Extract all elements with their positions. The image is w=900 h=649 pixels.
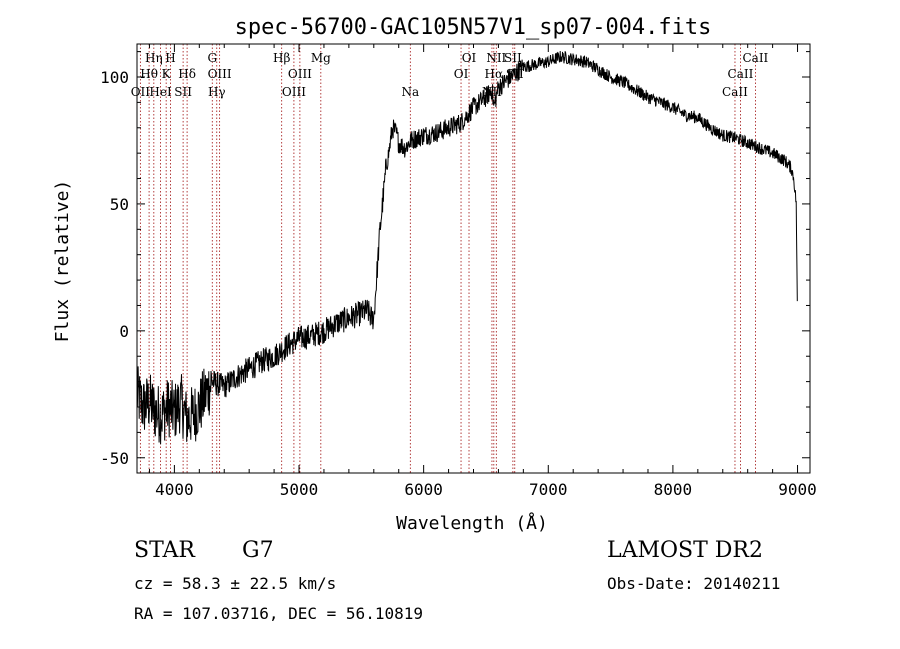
object-class: STAR: [134, 538, 195, 563]
observation-date: Obs-Date: 20140211: [607, 574, 781, 593]
spectrum-series-line: [136, 50, 798, 445]
y-tick-label: -50: [100, 449, 129, 468]
line-label: H: [165, 51, 175, 65]
y-tick-label: 100: [100, 68, 129, 87]
object-subclass: G7: [242, 538, 274, 563]
x-tick-label: 5000: [280, 480, 319, 499]
x-tick-label: 6000: [404, 480, 443, 499]
x-tick-label: 9000: [778, 480, 817, 499]
line-label: Hη: [145, 51, 163, 65]
x-tick-label: 4000: [155, 480, 194, 499]
line-label: OIII: [282, 85, 306, 99]
x-axis: 4000 5000 6000 7000 8000 9000: [148, 44, 817, 499]
y-tick-label: 50: [110, 195, 129, 214]
line-label: Hβ: [273, 51, 290, 65]
line-label: Na: [401, 85, 419, 99]
line-label: Hα: [485, 67, 504, 81]
line-label: CaII: [722, 85, 748, 99]
line-label: K: [162, 67, 172, 81]
coordinates: RA = 107.03716, DEC = 56.10819: [134, 604, 423, 623]
line-label: OII: [131, 85, 151, 99]
line-label: SII: [174, 85, 192, 99]
line-label: OI: [454, 67, 469, 81]
line-label: CaII: [742, 51, 768, 65]
line-label: OIII: [208, 67, 232, 81]
y-tick-label: 0: [119, 322, 129, 341]
x-tick-label: 8000: [654, 480, 693, 499]
line-label: OIII: [288, 67, 312, 81]
line-label: Hθ: [140, 67, 158, 81]
line-label: CaII: [728, 67, 754, 81]
line-label: G: [207, 51, 217, 65]
line-label: Hδ: [178, 67, 196, 81]
line-label: SII: [504, 51, 522, 65]
plot-frame: [136, 43, 811, 474]
x-axis-label: Wavelength (Å): [396, 512, 548, 534]
line-label: Hγ: [208, 85, 226, 99]
line-label: Mg: [311, 51, 331, 65]
survey-name: LAMOST DR2: [607, 538, 763, 563]
redshift-cz: cz = 58.3 ± 22.5 km/s: [134, 574, 337, 593]
line-label: OI: [462, 51, 477, 65]
x-tick-label: 7000: [529, 480, 568, 499]
y-axis-label: Flux (relative): [52, 180, 73, 343]
chart-title: spec-56700-GAC105N57V1_sp07-004.fits: [235, 15, 712, 40]
y-axis: -50 0 50 100: [100, 51, 810, 468]
spectral-line-markers: [139, 44, 756, 473]
line-label: NII: [486, 51, 506, 65]
line-label: HeI: [149, 85, 172, 99]
